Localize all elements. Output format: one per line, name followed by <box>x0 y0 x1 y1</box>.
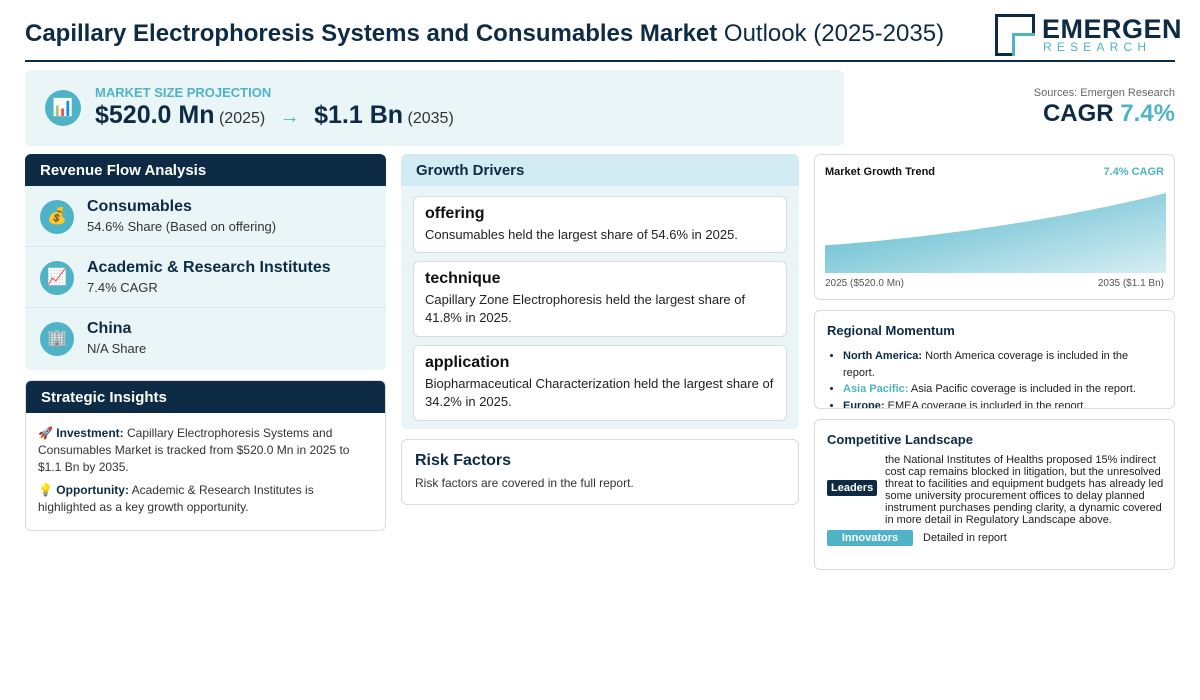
title-rest: Outlook (2025-2035) <box>717 20 945 47</box>
trend-end-label: 2035 ($1.1 Bn) <box>1097 278 1164 289</box>
cagr-label: CAGR <box>1042 100 1114 127</box>
revenue-item: 📈 Academic & Research Institutes 7.4% CA… <box>25 247 386 308</box>
investment-text: Capillary Electrophoresis Systems and Co… <box>38 426 350 474</box>
revenue-item: 🏢 China N/A Share <box>25 308 386 369</box>
revenue-item: 💰 Consumables 54.6% Share (Based on offe… <box>25 186 386 247</box>
cagr-number: 7.4% <box>1120 100 1175 127</box>
opportunity-label: Opportunity: <box>56 483 129 497</box>
risk-factors-text: Risk factors are covered in the full rep… <box>415 476 634 490</box>
leaders-text: the National Institutes of Healths propo… <box>885 454 1164 526</box>
revenue-item-subtitle: N/A Share <box>87 341 147 356</box>
region-item: Asia Pacific: Asia Pacific coverage is i… <box>843 381 1162 398</box>
rocket-icon: 🚀 <box>38 426 53 440</box>
region-name: Europe: <box>843 399 885 409</box>
page-title: Capillary Electrophoresis Systems and Co… <box>25 20 944 48</box>
start-year: (2025) <box>218 110 266 127</box>
revenue-item-subtitle: 54.6% Share (Based on offering) <box>87 219 277 234</box>
leaders-row: Leaders the National Institutes of Healt… <box>827 454 1163 526</box>
competitive-landscape-card: Competitive Landscape Leaders the Nation… <box>814 419 1175 570</box>
end-year: (2035) <box>407 110 454 127</box>
regional-momentum-card: Regional Momentum North America: North A… <box>814 310 1175 409</box>
competitive-landscape-title: Competitive Landscape <box>827 432 973 447</box>
lightbulb-icon: 💡 <box>38 483 53 497</box>
driver-title: application <box>425 354 510 371</box>
region-item: North America: North America coverage is… <box>843 348 1162 381</box>
strategic-insights-card: Strategic Insights 🚀 Investment: Capilla… <box>25 380 386 531</box>
opportunity-insight: 💡 Opportunity: Academic & Research Insti… <box>38 482 373 516</box>
emergen-logo: EMERGEN RESEARCH <box>995 14 1182 56</box>
innovators-text: Detailed in report <box>923 532 1007 544</box>
driver-item: offering Consumables held the largest sh… <box>413 196 787 253</box>
end-value: $1.1 Bn <box>314 101 404 129</box>
trend-cagr: 7.4% CAGR <box>1103 166 1164 178</box>
driver-item: technique Capillary Zone Electrophoresis… <box>413 261 787 337</box>
logo-main-text: EMERGEN <box>1042 14 1183 44</box>
market-size-projection: 📊 MARKET SIZE PROJECTION $520.0 Mn (2025… <box>25 70 844 146</box>
cagr-value: CAGR 7.4% <box>1034 100 1175 128</box>
projection-label: MARKET SIZE PROJECTION <box>95 85 272 100</box>
trend-start-label: 2025 ($520.0 Mn) <box>825 278 904 289</box>
innovators-row: Innovators Detailed in report <box>827 530 1162 550</box>
driver-title: technique <box>425 270 501 287</box>
risk-factors-title: Risk Factors <box>415 452 512 469</box>
header: Capillary Electrophoresis Systems and Co… <box>25 12 1182 62</box>
investment-label: Investment: <box>56 426 124 440</box>
driver-text: Capillary Zone Electrophoresis held the … <box>425 292 746 325</box>
revenue-flow-title: Revenue Flow Analysis <box>25 154 386 186</box>
region-text: EMEA coverage is included in the report. <box>884 399 1087 409</box>
driver-title: offering <box>425 205 485 222</box>
opportunity-text: Academic & Research Institutes is highli… <box>38 483 314 514</box>
trend-area-chart <box>825 193 1166 273</box>
regional-momentum-title: Regional Momentum <box>827 323 955 338</box>
innovators-badge: Innovators <box>827 530 913 546</box>
revenue-item-title: Consumables <box>87 198 192 215</box>
investment-insight: 🚀 Investment: Capillary Electrophoresis … <box>38 425 373 476</box>
driver-text: Biopharmaceutical Characterization held … <box>425 376 774 409</box>
region-list: North America: North America coverage is… <box>827 348 1162 409</box>
region-item: Europe: EMEA coverage is included in the… <box>843 398 1162 409</box>
market-growth-trend-card: Market Growth Trend 7.4% CAGR 2025 ($520… <box>814 154 1175 300</box>
revenue-item-title: China <box>87 320 132 337</box>
growth-drivers-title: Growth Drivers <box>401 154 799 186</box>
revenue-flow-card: Revenue Flow Analysis 💰 Consumables 54.6… <box>25 154 386 370</box>
trend-chart-icon: 📈 <box>40 261 74 295</box>
region-name: North America: <box>843 350 923 362</box>
growth-drivers-card: Growth Drivers offering Consumables held… <box>401 154 799 429</box>
building-icon: 🏢 <box>40 322 74 356</box>
risk-factors-card: Risk Factors Risk factors are covered in… <box>401 439 799 505</box>
arrow-right-icon: → <box>279 106 300 128</box>
projection-values: $520.0 Mn (2025) → $1.1 Bn (2035) <box>95 101 454 130</box>
sources-text: Sources: Emergen Research <box>1033 87 1175 99</box>
strategic-insights-body: 🚀 Investment: Capillary Electrophoresis … <box>26 413 385 530</box>
chart-icon: 📊 <box>45 90 81 126</box>
logo-sub-text: RESEARCH <box>1043 40 1152 54</box>
revenue-item-subtitle: 7.4% CAGR <box>87 280 158 295</box>
start-value: $520.0 Mn <box>95 101 215 129</box>
driver-text: Consumables held the largest share of 54… <box>425 227 738 242</box>
region-name: Asia Pacific: <box>843 383 909 395</box>
region-text: North America coverage is included in th… <box>843 350 1129 379</box>
revenue-item-title: Academic & Research Institutes <box>87 259 331 276</box>
region-text: Asia Pacific coverage is included in the… <box>908 383 1136 395</box>
money-bag-icon: 💰 <box>40 200 74 234</box>
leaders-badge: Leaders <box>827 480 878 496</box>
driver-item: application Biopharmaceutical Characteri… <box>413 345 787 421</box>
trend-area <box>825 193 1166 273</box>
logo-mark-icon <box>995 14 1035 56</box>
strategic-insights-title: Strategic Insights <box>26 381 385 413</box>
cagr-block: Sources: Emergen Research CAGR 7.4% <box>1034 87 1175 128</box>
title-bold: Capillary Electrophoresis Systems and Co… <box>25 20 718 47</box>
trend-title: Market Growth Trend <box>825 166 936 178</box>
